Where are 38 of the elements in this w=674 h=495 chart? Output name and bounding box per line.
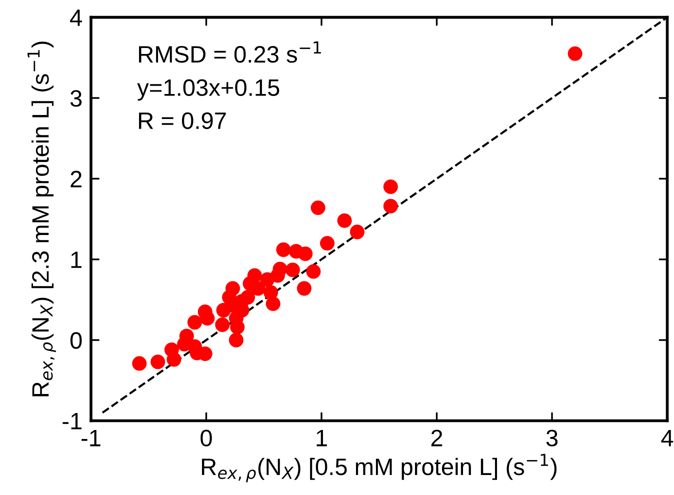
y-tick-label: 4 (70, 10, 82, 26)
point (276, 242, 291, 257)
point (568, 46, 582, 61)
point (132, 356, 147, 371)
x-tick-label: 1 (316, 430, 327, 446)
x-tick-label: 2 (431, 430, 442, 446)
point (310, 200, 326, 216)
x-tick-label: 4 (661, 430, 674, 446)
point (200, 310, 215, 326)
point (272, 262, 288, 276)
point (166, 352, 182, 367)
point (320, 236, 335, 251)
y-tick-label: 1 (71, 252, 82, 268)
point (298, 246, 313, 262)
point (266, 296, 280, 312)
point (150, 354, 166, 370)
point (383, 179, 398, 194)
annotation: RMSD = 0.23 s$^{−1}$ (139, 41, 321, 63)
y-axis-title: R$_{ex,ρ}$(N$_{X}$) [2.3 mM protein L] (s$^{−1}$) (28, 42, 56, 396)
point (215, 317, 230, 332)
x-tick-label: 0 (200, 430, 212, 446)
x-tick-label: 3 (546, 430, 558, 446)
point (187, 315, 202, 330)
point (337, 213, 352, 228)
point (296, 281, 312, 296)
point (306, 264, 321, 279)
point (350, 224, 365, 240)
point (228, 332, 244, 348)
y-tick-label: 0 (70, 332, 82, 349)
point (383, 198, 398, 214)
x-axis-title: R$_{ex,ρ}$(N$_{X}$) [0.5 mM protein L] (s$^{−1}$) (202, 454, 557, 482)
y-tick-label: 3 (70, 90, 82, 107)
y-tick-label: 2 (70, 170, 82, 188)
annotation: y=1.03x+0.15 (137, 79, 280, 101)
x-tick-label: -1 (82, 430, 100, 446)
y-tick-label: -1 (62, 413, 82, 430)
point (285, 262, 300, 278)
annotation: R = 0.97 (139, 112, 226, 130)
